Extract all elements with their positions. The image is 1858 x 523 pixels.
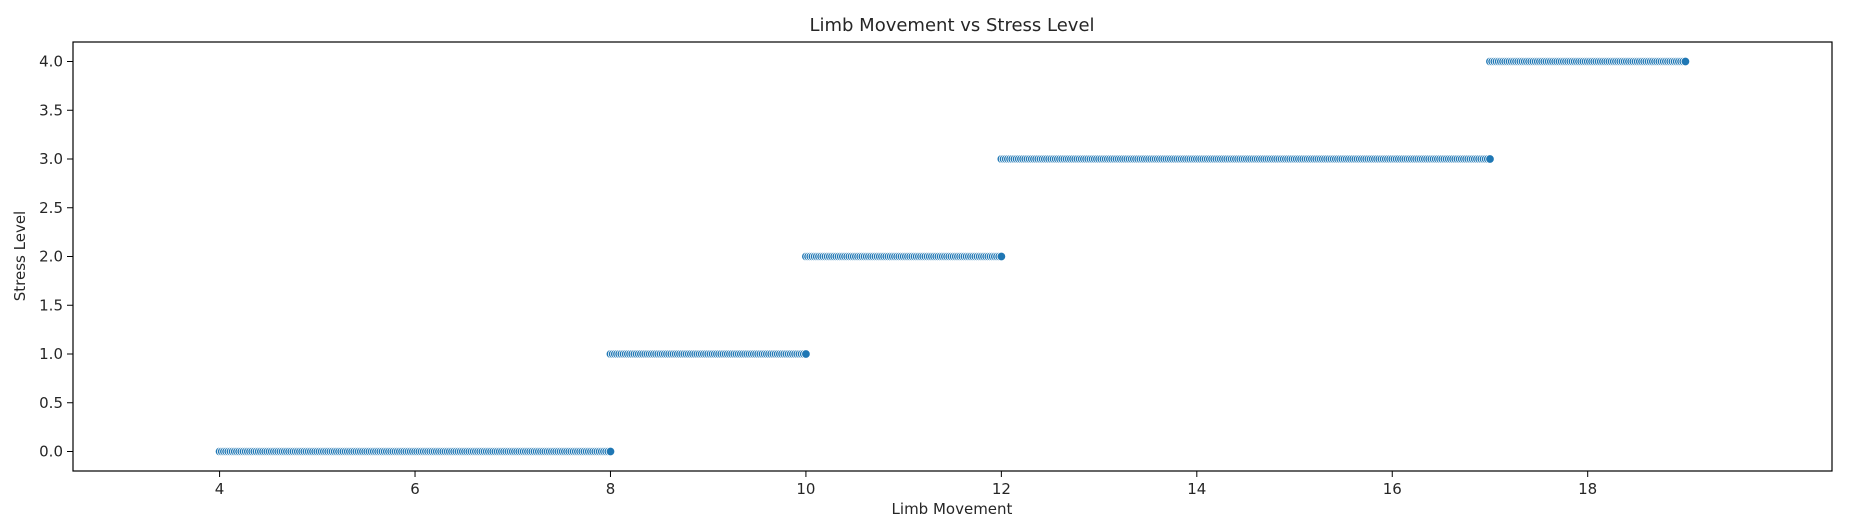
x-tick-label: 18 xyxy=(1578,480,1597,498)
x-tick-label: 14 xyxy=(1187,480,1206,498)
y-axis-ticks: 0.0 0.5 1.0 1.5 2.0 2.5 3.0 3.5 4.0 xyxy=(39,53,73,461)
y-tick-label: 0.0 xyxy=(39,443,63,461)
y-tick-label: 1.0 xyxy=(39,345,63,363)
y-tick-label: 3.0 xyxy=(39,150,63,168)
y-tick-label: 2.0 xyxy=(39,248,63,266)
y-tick-label: 4.0 xyxy=(39,53,63,71)
x-tick-label: 6 xyxy=(410,480,420,498)
x-axis-title: Limb Movement xyxy=(892,500,1013,518)
y-tick-label: 3.5 xyxy=(39,101,63,119)
data-points xyxy=(214,56,1691,457)
y-tick-label: 1.5 xyxy=(39,296,63,314)
point-cluster-stress-1 xyxy=(605,349,811,359)
x-tick-label: 4 xyxy=(215,480,225,498)
data-point xyxy=(1485,154,1495,164)
x-axis-ticks: 4 6 8 10 12 14 16 18 xyxy=(215,471,1597,498)
data-point xyxy=(1680,56,1691,67)
y-axis-title: Stress Level xyxy=(11,211,29,301)
x-tick-label: 16 xyxy=(1383,480,1402,498)
x-tick-label: 10 xyxy=(796,480,815,498)
data-point xyxy=(996,251,1007,262)
x-tick-label: 12 xyxy=(992,480,1011,498)
data-point xyxy=(801,349,811,359)
y-tick-label: 0.5 xyxy=(39,394,63,412)
y-tick-label: 2.5 xyxy=(39,199,63,217)
x-tick-label: 8 xyxy=(606,480,616,498)
chart-title: Limb Movement vs Stress Level xyxy=(809,15,1094,36)
data-point xyxy=(605,446,616,457)
point-cluster-stress-4 xyxy=(1485,56,1691,67)
point-cluster-stress-0 xyxy=(214,446,616,457)
point-cluster-stress-2 xyxy=(801,251,1007,262)
point-cluster-stress-3 xyxy=(996,154,1495,164)
